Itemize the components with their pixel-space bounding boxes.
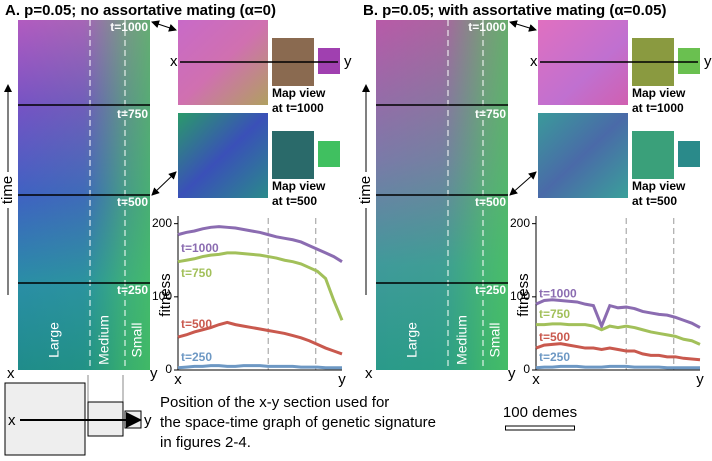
caption-line: in figures 2-4. [160, 434, 251, 451]
time-label-bg [1, 172, 15, 208]
diagram-end: y [144, 412, 152, 429]
map-view [178, 113, 268, 198]
time-label: t=500 [117, 195, 148, 209]
fitness-line [535, 298, 701, 331]
y-axis-label: fitness [157, 273, 174, 316]
time-label-bg [359, 172, 373, 208]
scale-bar-label: 100 demes [503, 404, 577, 421]
y-tick-label: 100 [510, 289, 530, 303]
map-view-label: Map view [632, 179, 686, 193]
section-label: Medium [454, 315, 470, 365]
time-label: t=1000 [110, 20, 148, 34]
map-view-label: at t=500 [272, 194, 317, 208]
section-diagram [4, 375, 142, 456]
series-label: t=1000 [539, 286, 577, 300]
fitness-line [177, 225, 343, 263]
map-view-label: at t=1000 [632, 101, 684, 115]
space-end: y [150, 365, 158, 382]
time-label: t=750 [117, 107, 148, 121]
map-view-small [318, 141, 340, 167]
fitness-line [535, 364, 700, 370]
series-label: t=750 [181, 266, 212, 280]
series-label: t=250 [539, 350, 570, 364]
y-axis-label: fitness [515, 273, 532, 316]
map-view-small [318, 48, 340, 74]
y-tick-label: 200 [152, 216, 172, 230]
series-label: t=500 [181, 317, 212, 331]
y-tick-label: 0 [523, 362, 530, 376]
x-end-label: y [338, 371, 346, 388]
map-view-label: at t=500 [632, 194, 677, 208]
time-label: t=750 [475, 107, 506, 121]
time-label: t=250 [117, 283, 148, 297]
panel-title: A. p=0.05; no assortative mating (α=0) [5, 2, 276, 19]
series-label: t=250 [181, 350, 212, 364]
map-view-label: Map view [632, 86, 686, 100]
link-arrow [509, 171, 537, 196]
space-end: y [508, 365, 516, 382]
space-end: x [7, 365, 15, 382]
x-end-label: y [696, 371, 704, 388]
section-label: Large [404, 322, 420, 358]
link-arrow [151, 20, 177, 32]
map-view-small [678, 141, 700, 167]
y-tick-label: 200 [510, 216, 530, 230]
map-view-medium [632, 131, 674, 179]
fitness-line [177, 320, 343, 356]
map-end: y [344, 53, 352, 70]
x-end-label: x [174, 371, 182, 388]
series-label: t=500 [539, 330, 570, 344]
map-view-label: at t=1000 [272, 101, 324, 115]
link-arrow [151, 171, 177, 196]
time-axis-label: time [0, 176, 16, 204]
map-view-medium [272, 131, 314, 179]
map-end: x [530, 53, 538, 70]
section-label: Small [129, 322, 145, 357]
series-label: t=750 [539, 307, 570, 321]
section-label: Medium [96, 315, 112, 365]
time-axis-label: time [357, 176, 374, 204]
map-end: y [704, 53, 712, 70]
map-view-label: Map view [272, 86, 326, 100]
y-tick-label: 100 [152, 289, 172, 303]
caption-line: Position of the x-y section used for [160, 394, 389, 411]
caption-line: the space-time graph of genetic signatur… [160, 414, 436, 431]
section-label: Large [46, 322, 62, 358]
map-view-small [678, 48, 700, 74]
space-end: x [365, 365, 373, 382]
y-tick-label: 0 [165, 362, 172, 376]
map-end: x [170, 53, 178, 70]
time-label: t=500 [475, 195, 506, 209]
section-label: Small [487, 322, 503, 357]
diagram-end: x [8, 412, 16, 429]
fitness-line [177, 364, 342, 370]
series-label: t=1000 [181, 241, 219, 255]
map-view [538, 113, 628, 198]
fitness-line [535, 342, 701, 362]
panel-title: B. p=0.05; with assortative mating (α=0.… [363, 2, 667, 19]
fitness-line [536, 322, 701, 346]
map-view-label: Map view [272, 179, 326, 193]
x-end-label: x [532, 371, 540, 388]
time-label: t=1000 [468, 20, 506, 34]
time-label: t=250 [475, 283, 506, 297]
fitness-line [177, 251, 344, 321]
link-arrow [509, 20, 537, 32]
